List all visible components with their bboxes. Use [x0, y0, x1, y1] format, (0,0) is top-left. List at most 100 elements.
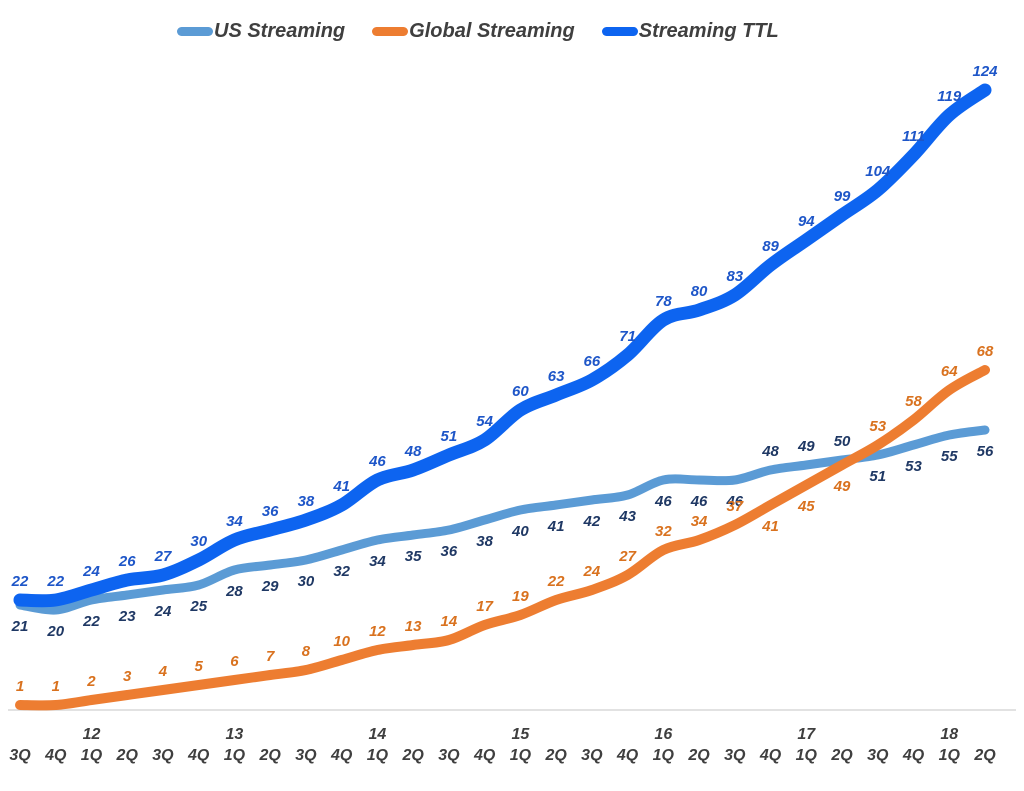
data-label-us-streaming: 30	[298, 573, 315, 590]
data-label-us-streaming: 40	[511, 523, 529, 540]
legend-item-us-streaming: US Streaming	[177, 20, 345, 43]
x-axis-label: 3Q	[867, 747, 889, 764]
data-label-streaming-ttl: 30	[190, 533, 207, 550]
x-axis-label: 2Q	[401, 747, 424, 764]
x-axis-year-label: 18	[940, 726, 958, 743]
data-label-global-streaming: 22	[547, 573, 565, 590]
x-axis-year-label: 15	[511, 726, 530, 743]
x-axis-year-label: 14	[369, 726, 387, 743]
x-axis-label: 4Q	[44, 747, 67, 764]
data-label-global-streaming: 24	[583, 563, 601, 580]
legend-swatch-streaming-ttl-icon	[601, 27, 638, 36]
data-label-us-streaming: 38	[476, 533, 493, 550]
x-axis-label: 3Q	[581, 747, 603, 764]
x-axis-label: 4Q	[759, 747, 782, 764]
data-label-global-streaming: 1	[52, 678, 60, 695]
x-axis-label: 3Q	[438, 747, 460, 764]
data-label-us-streaming: 25	[189, 598, 207, 615]
legend-item-streaming-ttl: Streaming TTL	[601, 20, 779, 43]
x-axis-label: 4Q	[902, 747, 925, 764]
data-label-global-streaming: 41	[761, 518, 779, 535]
x-axis-label: 1Q	[224, 747, 246, 764]
x-axis-label: 3Q	[152, 747, 174, 764]
data-label-us-streaming: 36	[441, 543, 458, 560]
data-label-us-streaming: 50	[834, 433, 851, 450]
data-label-global-streaming: 8	[302, 643, 311, 660]
x-axis-label: 1Q	[653, 747, 675, 764]
data-label-streaming-ttl: 26	[118, 553, 136, 570]
data-label-global-streaming: 12	[369, 623, 386, 640]
x-axis-label: 3Q	[9, 747, 31, 764]
data-label-us-streaming: 56	[977, 443, 994, 460]
x-axis-year-label: 12	[83, 726, 101, 743]
data-label-streaming-ttl: 46	[368, 453, 386, 470]
data-label-streaming-ttl: 34	[226, 513, 243, 530]
legend-label-global-streaming: Global Streaming	[409, 20, 575, 42]
data-label-global-streaming: 5	[195, 658, 204, 675]
data-label-global-streaming: 32	[655, 523, 672, 540]
series-line-global-streaming	[15, 365, 990, 711]
data-label-global-streaming: 3	[123, 668, 132, 685]
data-label-us-streaming: 21	[11, 618, 29, 635]
data-label-global-streaming: 19	[512, 588, 529, 605]
data-label-us-streaming: 48	[761, 443, 779, 460]
data-label-us-streaming: 20	[46, 623, 64, 640]
data-label-global-streaming: 10	[333, 633, 350, 650]
data-label-global-streaming: 13	[405, 618, 422, 635]
data-label-streaming-ttl: 54	[476, 413, 493, 430]
legend: US Streaming Global Streaming Streaming …	[177, 20, 779, 43]
data-label-global-streaming: 58	[905, 393, 922, 410]
data-label-global-streaming: 49	[833, 478, 851, 495]
data-label-streaming-ttl: 104	[865, 163, 891, 180]
x-axis-label: 1Q	[367, 747, 389, 764]
x-axis-label: 2Q	[116, 747, 139, 764]
x-axis-label: 2Q	[830, 747, 853, 764]
x-axis-label: 1Q	[796, 747, 818, 764]
data-label-streaming-ttl: 51	[441, 428, 458, 445]
data-label-streaming-ttl: 71	[619, 328, 636, 345]
data-label-us-streaming: 23	[118, 608, 136, 625]
data-label-us-streaming: 51	[869, 468, 886, 485]
data-label-global-streaming: 37	[726, 498, 743, 515]
x-axis-year-label: 16	[654, 726, 672, 743]
data-label-us-streaming: 22	[82, 613, 100, 630]
legend-swatch-global-streaming-icon	[372, 27, 409, 36]
data-label-streaming-ttl: 48	[404, 443, 422, 460]
x-axis-label: 2Q	[259, 747, 282, 764]
data-label-global-streaming: 64	[941, 363, 958, 380]
x-axis-label: 3Q	[295, 747, 317, 764]
data-label-us-streaming: 49	[797, 438, 815, 455]
x-axis-label: 4Q	[187, 747, 210, 764]
data-label-streaming-ttl: 99	[834, 188, 851, 205]
legend-item-global-streaming: Global Streaming	[372, 20, 575, 43]
x-axis-label: 3Q	[724, 747, 746, 764]
x-axis-label: 4Q	[473, 747, 496, 764]
data-label-us-streaming: 35	[405, 548, 422, 565]
data-label-global-streaming: 4	[158, 663, 168, 680]
data-label-us-streaming: 28	[225, 583, 243, 600]
data-label-streaming-ttl: 78	[655, 293, 672, 310]
x-axis-label: 2Q	[544, 747, 567, 764]
data-label-streaming-ttl: 63	[548, 368, 565, 385]
data-label-streaming-ttl: 111	[902, 128, 925, 145]
x-axis-label: 2Q	[687, 747, 710, 764]
data-label-streaming-ttl: 80	[691, 283, 708, 300]
series-line-streaming-ttl	[13, 83, 992, 608]
data-label-global-streaming: 17	[476, 598, 493, 615]
data-label-streaming-ttl: 38	[298, 493, 315, 510]
data-label-us-streaming: 46	[654, 493, 672, 510]
series-line-us-streaming	[15, 425, 990, 615]
data-label-us-streaming: 32	[333, 563, 350, 580]
data-label-streaming-ttl: 94	[798, 213, 815, 230]
data-label-us-streaming: 24	[154, 603, 172, 620]
data-label-us-streaming: 53	[905, 458, 922, 475]
x-axis-label: 4Q	[330, 747, 353, 764]
data-label-streaming-ttl: 83	[726, 268, 743, 285]
data-label-us-streaming: 46	[725, 493, 743, 510]
data-label-us-streaming: 42	[583, 513, 601, 530]
data-label-streaming-ttl: 41	[332, 478, 350, 495]
x-axis-label: 2Q	[973, 747, 996, 764]
data-label-global-streaming: 45	[797, 498, 815, 515]
